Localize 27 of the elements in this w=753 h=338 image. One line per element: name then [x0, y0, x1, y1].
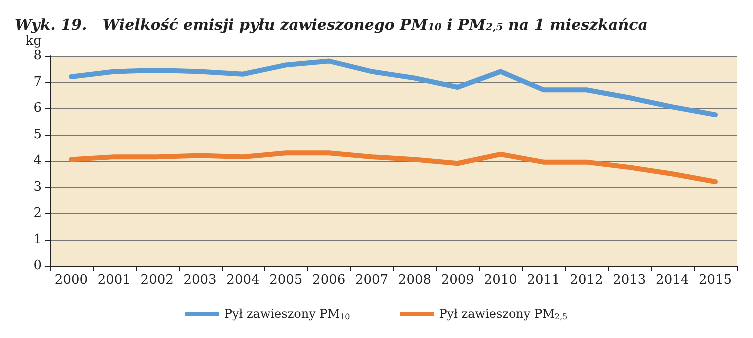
x-tick-label: 2014: [656, 273, 690, 288]
y-tick-label: 1: [34, 232, 42, 248]
y-tick-label: 7: [34, 74, 42, 90]
x-tick-label: 2002: [140, 273, 174, 288]
x-tick-label: 2005: [270, 273, 303, 288]
x-tick-label: 2013: [613, 273, 646, 288]
x-tick-label: 2001: [98, 273, 131, 288]
x-tick-label: 2007: [355, 273, 389, 288]
x-tick-label: 2011: [527, 273, 560, 288]
y-tick-label: 0: [34, 258, 42, 274]
y-axis-title: kg: [26, 34, 42, 49]
x-tick-label: 2015: [698, 273, 732, 288]
y-tick-label: 3: [34, 180, 42, 195]
x-tick-label: 2000: [54, 273, 88, 288]
y-tick-label: 4: [34, 154, 42, 168]
x-tick-label: 2010: [484, 273, 518, 288]
y-tick-label: 6: [34, 101, 42, 116]
y-tick-label: 2: [34, 206, 42, 221]
x-tick-label: 2004: [226, 273, 260, 288]
y-tick-label: 8: [34, 48, 42, 64]
x-tick-label: 2006: [312, 273, 346, 288]
x-tick-label: 2003: [184, 273, 217, 288]
chart-title: Wyk. 19. Wielkość emisji pyłu zawieszonego PM10 i PM2,5 na 1 mieszkańca: [15, 16, 648, 34]
x-tick-label: 2009: [441, 273, 474, 288]
x-tick-label: 2012: [570, 273, 604, 288]
y-tick-label: 5: [34, 127, 42, 142]
x-tick-label: 2008: [398, 273, 432, 288]
